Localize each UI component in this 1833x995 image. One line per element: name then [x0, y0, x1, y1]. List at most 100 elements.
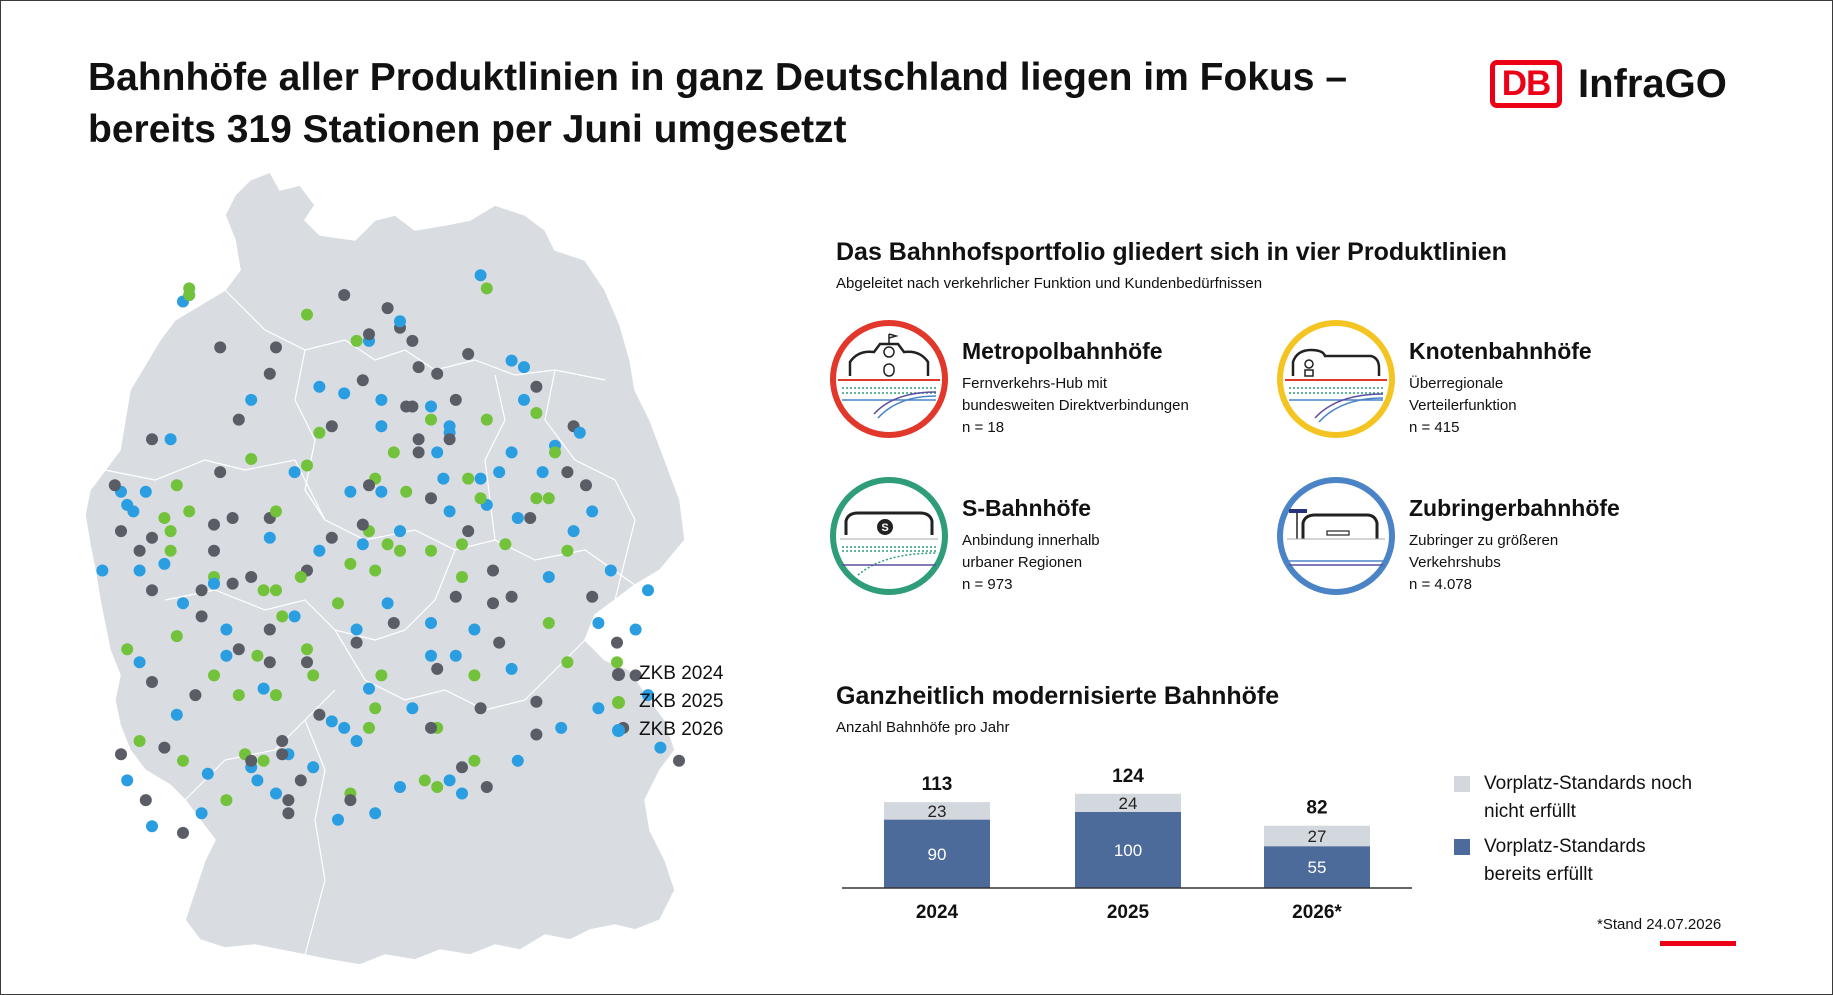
station-dot-2026	[139, 485, 152, 498]
station-dot-2025	[170, 479, 183, 492]
station-dot-2026	[350, 623, 363, 636]
station-dot-2026	[536, 466, 549, 479]
station-dot-2024	[462, 525, 475, 538]
station-dot-2025	[542, 492, 555, 505]
station-dot-2024	[456, 761, 468, 774]
station-dot-2024	[387, 617, 400, 629]
station-dot-2026	[542, 571, 555, 583]
station-dot-2024	[214, 466, 227, 479]
knoten-station-icon	[1277, 320, 1395, 438]
x-tick-label: 2026*	[1292, 902, 1342, 923]
bar-value-not-fulfilled: 27	[1308, 827, 1327, 846]
station-dot-2024	[406, 334, 419, 347]
legend-zkb-2024: ZKB 2024	[612, 660, 724, 688]
legend-not-fulfilled: Vorplatz-Standards noch nicht erfüllt	[1454, 770, 1714, 826]
station-dot-2025	[220, 794, 233, 807]
station-dot-2025	[350, 334, 363, 347]
station-dot-2024	[586, 590, 599, 603]
station-dot-2026	[394, 315, 406, 328]
station-dot-2025	[462, 472, 475, 485]
station-dots	[96, 269, 685, 839]
station-dot-2025	[232, 689, 245, 702]
logo-text: InfraGO	[1578, 61, 1727, 106]
station-dot-2026	[406, 702, 419, 715]
station-dot-2026	[133, 656, 146, 669]
station-dot-2024	[344, 794, 357, 807]
dot-icon	[612, 723, 625, 737]
station-dot-2026	[425, 400, 437, 413]
card-count: n = 18	[962, 419, 1005, 436]
station-dot-2026	[505, 662, 518, 675]
station-dot-2025	[456, 571, 468, 583]
station-dot-2026	[573, 426, 586, 439]
bar-fulfilled-segment	[1264, 846, 1370, 888]
station-dot-2024	[530, 380, 543, 393]
station-dot-2026	[257, 682, 270, 695]
station-dot-2025	[394, 544, 406, 557]
bar-value-fulfilled: 100	[1114, 841, 1142, 860]
zubringer-station-icon	[1277, 477, 1395, 595]
station-dot-2024	[301, 656, 313, 669]
db-logo-icon: DB	[1490, 60, 1562, 108]
metropol-station-icon	[830, 320, 948, 438]
station-dot-2024	[282, 807, 295, 820]
card-desc-1: Fernverkehrs-Hub mit	[962, 375, 1108, 392]
station-dot-2024	[245, 754, 258, 767]
station-dot-2026	[338, 721, 351, 734]
station-dot-2026	[158, 557, 171, 570]
card-desc-1: Überregionale	[1409, 375, 1504, 392]
station-dot-2024	[276, 748, 289, 761]
card-count: n = 973	[962, 576, 1013, 593]
station-dot-2026	[338, 387, 351, 400]
station-dot-2026	[332, 813, 344, 826]
bar-total-label: 82	[1306, 798, 1327, 819]
modernized-title: Ganzheitlich modernisierte Bahnhöfe	[836, 682, 1280, 710]
station-dot-2026	[443, 774, 456, 787]
station-dot-2025	[425, 413, 437, 426]
station-dot-2024	[561, 466, 574, 479]
station-dot-2026	[642, 584, 654, 597]
svg-text:S: S	[881, 522, 888, 534]
station-dot-2026	[511, 754, 524, 767]
station-dot-2024	[412, 446, 425, 459]
station-dot-2024	[530, 695, 543, 708]
portfolio-subtitle: Abgeleitet nach verkehrlicher Funktion u…	[836, 275, 1263, 292]
station-dot-2025	[270, 505, 282, 518]
title-line-2: bereits 319 Stationen per Juni umgesetzt	[88, 108, 847, 151]
station-dot-2025	[183, 289, 196, 301]
bar-total-label: 113	[922, 774, 953, 795]
station-dot-2026	[505, 446, 518, 459]
station-dot-2024	[629, 669, 642, 682]
legend-zkb-2025: ZKB 2025	[612, 688, 724, 716]
station-dot-2025	[456, 538, 468, 551]
station-dot-2026	[313, 380, 326, 393]
station-dot-2024	[449, 590, 462, 603]
station-dot-2025	[387, 446, 400, 459]
station-dot-2025	[301, 308, 313, 321]
station-dot-2024	[115, 748, 127, 761]
station-dot-2024	[146, 676, 158, 688]
card-knoten: Knotenbahnhöfe Überregionale Verteilerfu…	[1275, 318, 1592, 440]
station-dot-2025	[363, 721, 375, 734]
card-name: Knotenbahnhöfe	[1409, 338, 1592, 364]
card-desc-2: Verteilerfunktion	[1409, 397, 1517, 414]
station-dot-2024	[146, 531, 158, 544]
station-dot-2026	[456, 787, 468, 800]
station-dot-2026	[208, 577, 220, 590]
station-dot-2024	[363, 328, 375, 341]
card-desc-2: urbaner Regionen	[962, 554, 1083, 571]
card-sbahn: S S-Bahnhöfe Anbindung innerhalb urbaner…	[828, 475, 1100, 597]
card-desc-2: Verkehrshubs	[1409, 554, 1501, 571]
station-dot-2024	[115, 525, 127, 538]
station-dot-2026	[369, 807, 382, 820]
x-tick-label: 2024	[916, 902, 959, 923]
station-dot-2026	[170, 708, 183, 721]
station-dot-2026	[443, 505, 456, 518]
station-dot-2024	[449, 393, 462, 406]
x-tick-label: 2025	[1107, 902, 1150, 923]
station-dot-2026	[220, 649, 233, 662]
card-metropol: Metropolbahnhöfe Fernverkehrs-Hub mit bu…	[828, 318, 1189, 440]
station-dot-2024	[226, 577, 239, 590]
station-dot-2024	[208, 544, 220, 557]
station-dot-2024	[412, 361, 425, 374]
